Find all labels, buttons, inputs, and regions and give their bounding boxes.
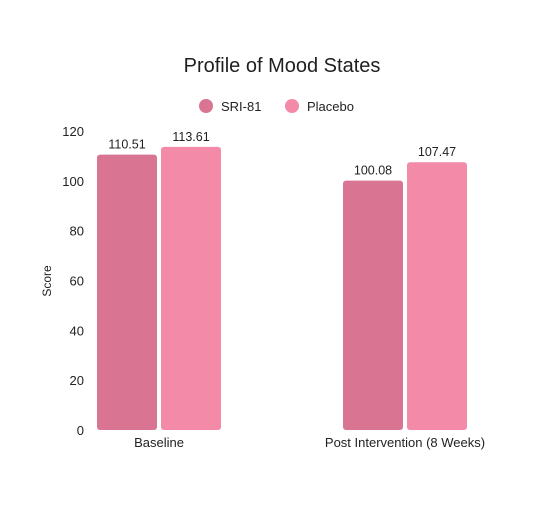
chart-title: Profile of Mood States	[184, 55, 381, 77]
x-category-label: Post Intervention (8 Weeks)	[325, 435, 485, 450]
y-tick-label: 20	[70, 373, 84, 388]
legend-swatch-sri-81	[199, 99, 213, 113]
bars	[97, 146, 467, 430]
y-tick-label: 120	[62, 124, 84, 139]
bar-placebo-0	[161, 146, 221, 430]
y-axis-label: Score	[40, 265, 54, 297]
y-axis-ticks: 0 20 40 60 80 100 120	[62, 124, 84, 438]
data-label: 107.47	[418, 145, 456, 159]
legend-label-sri-81: SRI-81	[221, 99, 261, 114]
bar-placebo-1	[407, 162, 467, 430]
data-label: 100.08	[354, 164, 392, 178]
data-label: 113.61	[172, 130, 209, 144]
y-tick-label: 0	[77, 423, 84, 438]
legend-label-placebo: Placebo	[307, 99, 354, 114]
legend: SRI-81 Placebo	[199, 99, 354, 114]
x-category-label: Baseline	[134, 435, 184, 450]
bar-sri-81-1	[343, 180, 403, 430]
bar-sri-81-0	[97, 154, 157, 430]
y-tick-label: 60	[70, 274, 84, 289]
y-tick-label: 40	[70, 323, 84, 338]
y-tick-label: 80	[70, 224, 84, 239]
x-axis-categories: Baseline Post Intervention (8 Weeks)	[134, 435, 485, 450]
y-tick-label: 100	[62, 174, 84, 189]
legend-swatch-placebo	[285, 99, 299, 113]
data-labels: 110.51 100.08 113.61 107.47	[108, 130, 456, 178]
data-label: 110.51	[108, 138, 145, 152]
